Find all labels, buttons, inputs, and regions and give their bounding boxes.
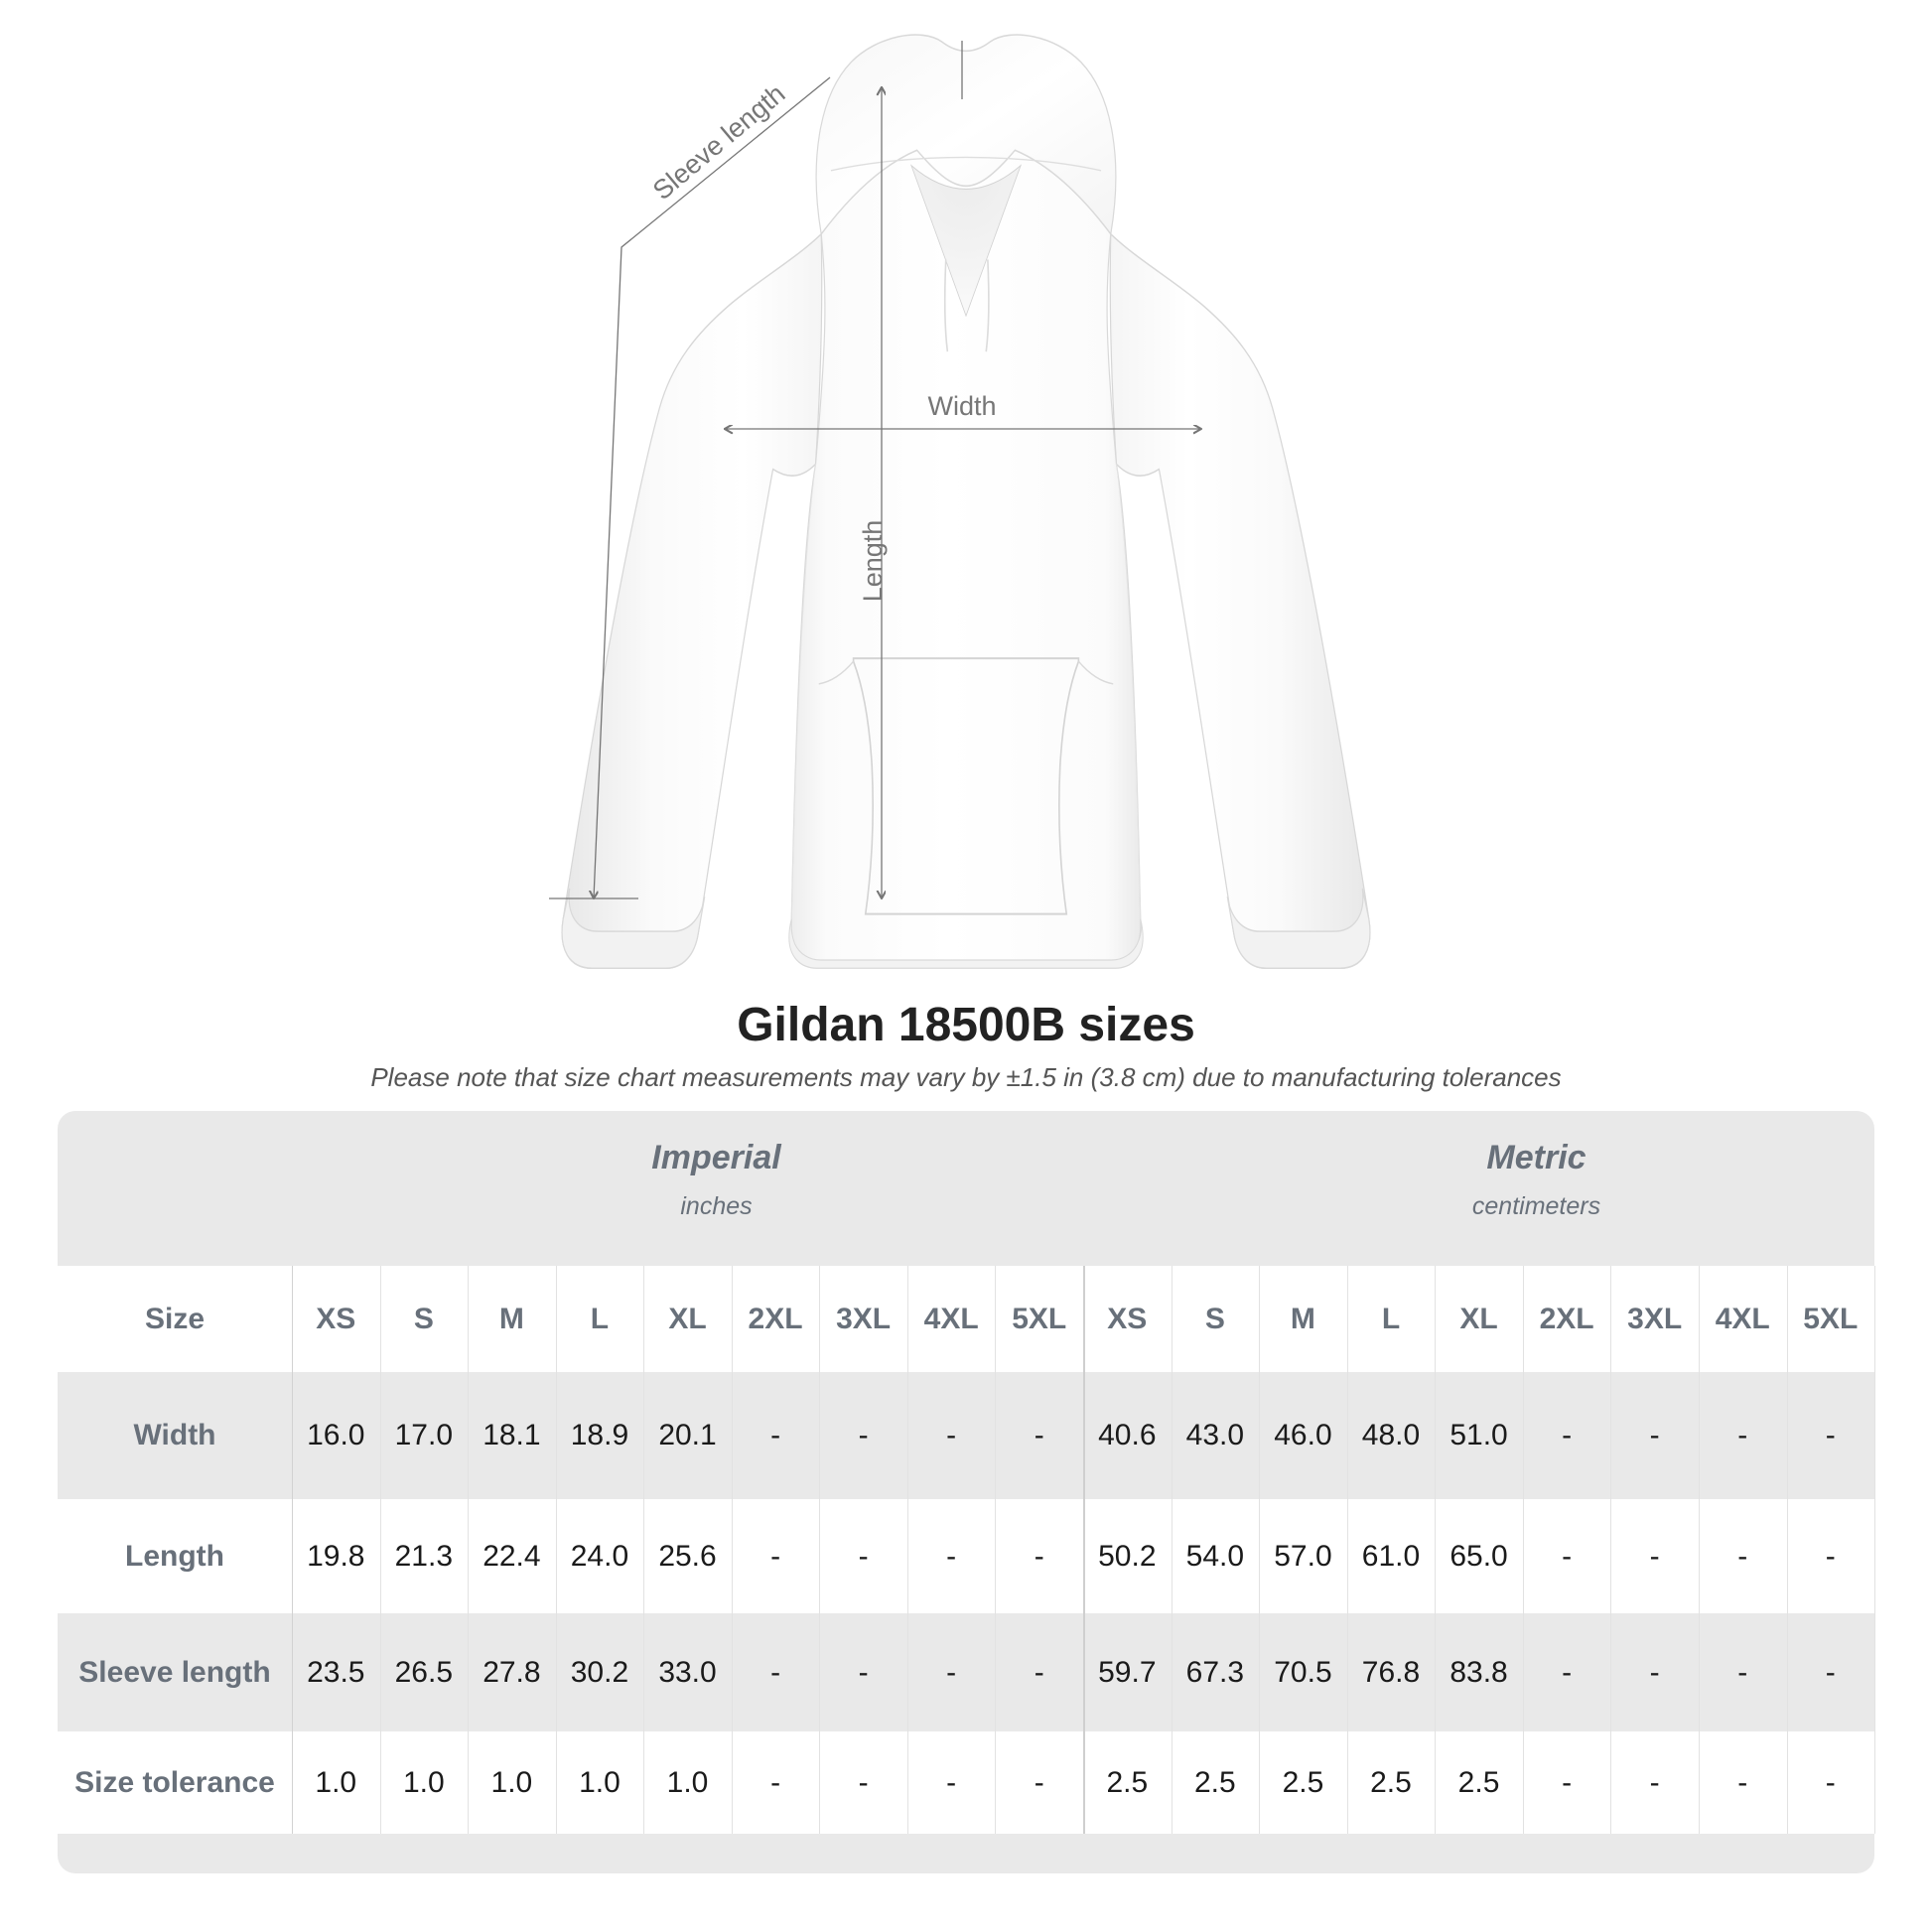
svg-text:Width: Width: [927, 391, 996, 421]
svg-text:Sleeve length: Sleeve length: [647, 78, 791, 206]
svg-text:Length: Length: [858, 520, 888, 603]
